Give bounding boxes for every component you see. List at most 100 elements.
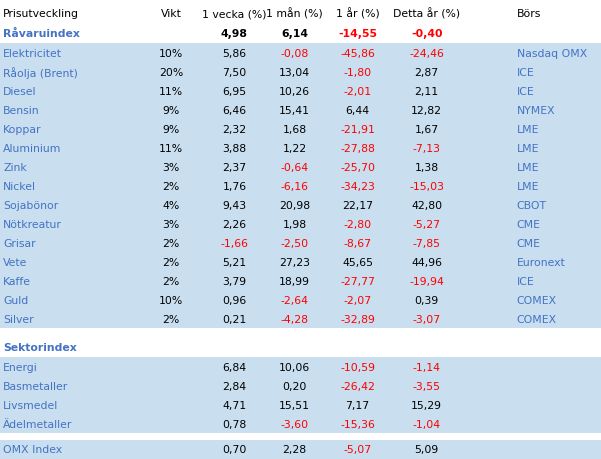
Text: 4%: 4% [163, 200, 180, 210]
Bar [0, 414, 601, 433]
Text: Livsmedel: Livsmedel [3, 400, 58, 410]
Bar [0, 24, 601, 44]
Text: CME: CME [517, 238, 541, 248]
Text: COMEX: COMEX [517, 314, 557, 324]
Text: NYMEX: NYMEX [517, 106, 555, 116]
Text: Vete: Vete [3, 257, 28, 267]
Text: -27,88: -27,88 [340, 143, 375, 153]
Text: Ädelmetaller: Ädelmetaller [3, 419, 72, 429]
Text: 5,21: 5,21 [222, 257, 246, 267]
Text: Diesel: Diesel [3, 87, 37, 96]
Text: -0,08: -0,08 [280, 49, 309, 59]
Text: ICE: ICE [517, 276, 535, 286]
Text: -0,40: -0,40 [411, 29, 442, 39]
Text: -19,94: -19,94 [409, 276, 444, 286]
Text: 15,29: 15,29 [411, 400, 442, 410]
Text: -45,86: -45,86 [340, 49, 375, 59]
Bar [0, 337, 601, 358]
Text: 2,37: 2,37 [222, 162, 246, 173]
Text: 0,20: 0,20 [282, 381, 307, 391]
Text: 0,70: 0,70 [222, 444, 246, 454]
Text: 0,39: 0,39 [415, 295, 439, 305]
Text: 10,06: 10,06 [279, 362, 310, 372]
Text: 0,78: 0,78 [222, 419, 246, 429]
Text: 2,28: 2,28 [282, 444, 307, 454]
Text: 1 år (%): 1 år (%) [336, 8, 379, 20]
Text: LME: LME [517, 143, 539, 153]
Bar [0, 158, 601, 177]
Text: 2%: 2% [163, 238, 180, 248]
Text: -8,67: -8,67 [344, 238, 371, 248]
Text: -27,77: -27,77 [340, 276, 375, 286]
Text: -2,07: -2,07 [344, 295, 371, 305]
Text: -2,64: -2,64 [281, 295, 308, 305]
Text: -0,64: -0,64 [281, 162, 308, 173]
Text: CME: CME [517, 219, 541, 229]
Text: 6,84: 6,84 [222, 362, 246, 372]
Bar [0, 139, 601, 158]
Text: 1,22: 1,22 [282, 143, 307, 153]
Text: 4,71: 4,71 [222, 400, 246, 410]
Text: -2,01: -2,01 [344, 87, 371, 96]
Text: -4,28: -4,28 [281, 314, 308, 324]
Text: LME: LME [517, 124, 539, 134]
Text: 0,21: 0,21 [222, 314, 246, 324]
Text: 13,04: 13,04 [279, 67, 310, 78]
Bar [0, 44, 601, 63]
Bar [0, 82, 601, 101]
Text: Energi: Energi [3, 362, 38, 372]
Text: 10,26: 10,26 [279, 87, 310, 96]
Text: 2,87: 2,87 [415, 67, 439, 78]
Text: -15,03: -15,03 [409, 181, 444, 191]
Text: -6,16: -6,16 [281, 181, 308, 191]
Text: -32,89: -32,89 [340, 314, 375, 324]
Bar [0, 215, 601, 234]
Text: -3,07: -3,07 [413, 314, 441, 324]
Text: Basmetaller: Basmetaller [3, 381, 69, 391]
Text: 10%: 10% [159, 295, 183, 305]
Text: Grisar: Grisar [3, 238, 35, 248]
Text: -21,91: -21,91 [340, 124, 375, 134]
Bar [0, 376, 601, 396]
Text: Koppar: Koppar [3, 124, 41, 134]
Text: 6,14: 6,14 [281, 29, 308, 39]
Bar [0, 396, 601, 414]
Text: 1,68: 1,68 [282, 124, 307, 134]
Text: 0,96: 0,96 [222, 295, 246, 305]
Text: 6,95: 6,95 [222, 87, 246, 96]
Text: LME: LME [517, 162, 539, 173]
Text: -15,36: -15,36 [340, 419, 375, 429]
Text: 9,43: 9,43 [222, 200, 246, 210]
Bar [0, 101, 601, 120]
Text: CBOT: CBOT [517, 200, 547, 210]
Text: 18,99: 18,99 [279, 276, 310, 286]
Text: 9%: 9% [163, 124, 180, 134]
Text: Silver: Silver [3, 314, 34, 324]
Text: Zink: Zink [3, 162, 27, 173]
Text: 5,86: 5,86 [222, 49, 246, 59]
Text: Börs: Börs [517, 9, 542, 19]
Text: Nötkreatur: Nötkreatur [3, 219, 62, 229]
Text: ICE: ICE [517, 67, 535, 78]
Text: -2,80: -2,80 [344, 219, 371, 229]
Text: 7,50: 7,50 [222, 67, 246, 78]
Text: 20%: 20% [159, 67, 183, 78]
Text: Guld: Guld [3, 295, 28, 305]
Text: Prisutveckling: Prisutveckling [3, 9, 79, 19]
Text: 20,98: 20,98 [279, 200, 310, 210]
Text: -1,04: -1,04 [413, 419, 441, 429]
Text: OMX Index: OMX Index [3, 444, 62, 454]
Text: 15,51: 15,51 [279, 400, 310, 410]
Bar [0, 440, 601, 459]
Text: Nasdaq OMX: Nasdaq OMX [517, 49, 587, 59]
Text: 27,23: 27,23 [279, 257, 310, 267]
Text: 12,82: 12,82 [411, 106, 442, 116]
Text: -14,55: -14,55 [338, 29, 377, 39]
Text: 15,41: 15,41 [279, 106, 310, 116]
Text: -2,50: -2,50 [281, 238, 308, 248]
Text: Detta år (%): Detta år (%) [393, 8, 460, 20]
Text: 11%: 11% [159, 87, 183, 96]
Text: Råolja (Brent): Råolja (Brent) [3, 67, 78, 78]
Bar [0, 272, 601, 291]
Text: Euronext: Euronext [517, 257, 566, 267]
